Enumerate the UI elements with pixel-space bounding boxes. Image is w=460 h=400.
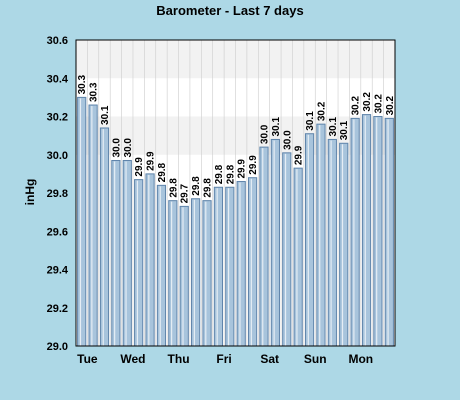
data-label: 30.2 [362, 92, 373, 112]
y-tick-label: 29.0 [47, 341, 68, 353]
bar [122, 159, 132, 347]
data-label: 29.8 [225, 164, 236, 184]
data-label: 29.8 [168, 178, 179, 198]
y-tick-label: 29.6 [47, 226, 68, 238]
data-label: 30.0 [259, 124, 270, 144]
data-label: 30.3 [89, 82, 100, 102]
bar [88, 104, 98, 347]
bar [179, 205, 189, 347]
y-tick-label: 29.2 [47, 303, 68, 315]
bar [361, 114, 372, 347]
bar [304, 133, 315, 347]
data-label: 30.1 [271, 117, 282, 137]
data-label: 30.0 [123, 138, 134, 158]
bar [145, 173, 155, 347]
bar [339, 142, 349, 347]
bar [168, 200, 178, 347]
data-label: 29.7 [180, 183, 191, 203]
x-tick-label: Sun [304, 352, 327, 366]
bar [282, 152, 292, 347]
bar [327, 138, 337, 347]
bar [111, 159, 121, 347]
data-label: 30.1 [100, 105, 111, 125]
bar [156, 184, 167, 347]
data-label: 29.9 [134, 157, 145, 177]
data-label: 30.2 [385, 96, 396, 116]
data-label: 29.8 [191, 176, 202, 196]
data-label: 30.2 [351, 96, 362, 116]
bar [373, 116, 383, 347]
x-tick-label: Wed [120, 352, 145, 366]
x-tick-label: Fri [216, 352, 231, 366]
bar [99, 127, 110, 347]
data-label: 30.1 [328, 117, 339, 137]
bar [270, 138, 280, 347]
x-tick-label: Sat [260, 352, 279, 366]
data-label: 29.8 [203, 178, 214, 198]
plot-area: 29.0 29.2 29.4 29.6 29.8 30.0 30.2 30.4 30.6 30.3… [47, 35, 396, 366]
y-tick-label: 30.6 [47, 35, 68, 47]
bar [77, 96, 87, 347]
x-tick-label: Mon [348, 352, 373, 366]
data-label: 30.1 [339, 120, 350, 140]
y-tick-label: 30.4 [47, 73, 69, 85]
data-label: 29.9 [294, 145, 305, 165]
data-label: 29.9 [237, 159, 248, 179]
bar [293, 167, 303, 347]
x-tick-label: Tue [77, 352, 98, 366]
bar [247, 177, 258, 347]
y-tick-label: 29.4 [47, 265, 69, 277]
data-label: 30.2 [316, 101, 327, 121]
data-label: 29.9 [248, 155, 259, 175]
data-label: 30.3 [77, 74, 88, 94]
plot-border [75, 39, 396, 347]
data-label: 29.8 [214, 164, 225, 184]
bar [191, 198, 201, 347]
y-tick-label: 30.0 [47, 150, 68, 162]
bar [350, 117, 360, 347]
data-label: 30.0 [111, 138, 122, 158]
bar [259, 146, 269, 347]
data-label: 30.0 [282, 130, 293, 150]
y-tick-label: 30.2 [47, 112, 68, 124]
bar [134, 179, 144, 347]
bar [225, 186, 235, 347]
bar [316, 123, 326, 347]
bar [202, 200, 212, 347]
data-label: 30.2 [373, 94, 384, 114]
chart-title: Barometer - Last 7 days [156, 3, 303, 18]
y-axis-label: inHg [23, 179, 37, 206]
data-label: 29.9 [146, 151, 157, 171]
x-tick-label: Thu [168, 352, 190, 366]
data-label: 30.1 [305, 111, 316, 131]
bar [384, 117, 394, 347]
bar [213, 186, 224, 347]
bar [236, 181, 246, 347]
y-tick-label: 29.8 [47, 188, 68, 200]
data-label: 29.8 [157, 162, 168, 182]
